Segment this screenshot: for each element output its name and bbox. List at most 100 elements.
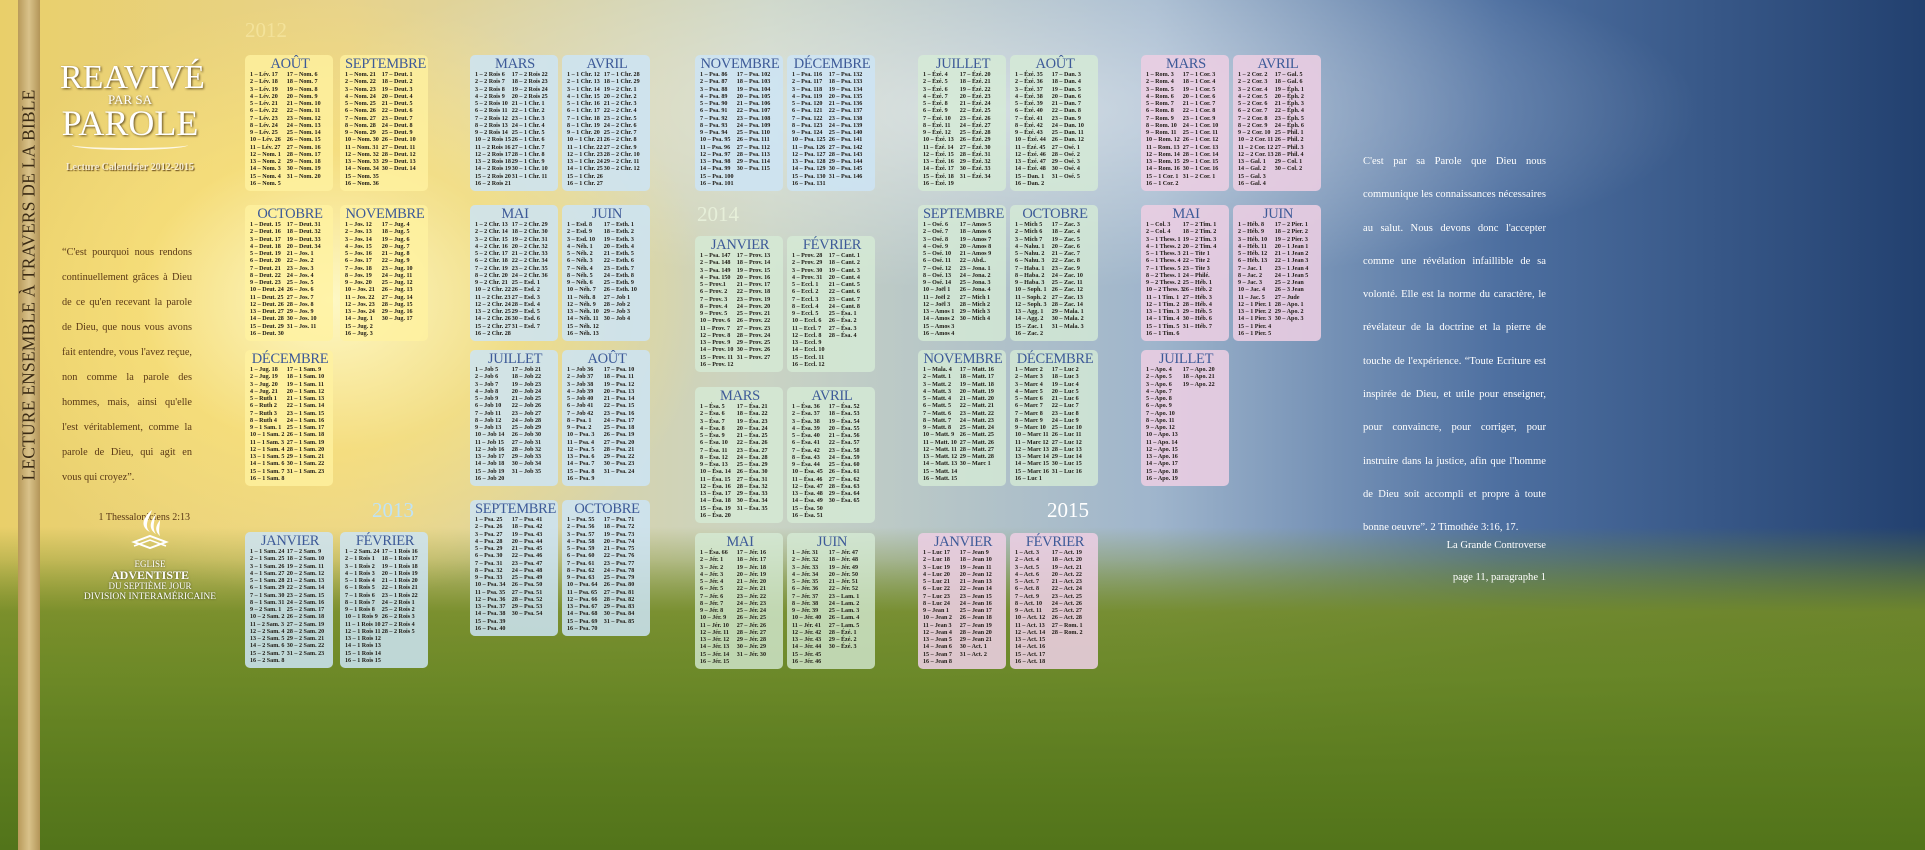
daily-reading: 21 – 1 Sam. 13 [286, 396, 325, 402]
church-line-1: EGLISE [134, 559, 166, 569]
daily-reading: 12 – 1 Pier. 1 [1238, 301, 1272, 308]
daily-reading: 15 – 2 Chr. 27 [475, 323, 511, 330]
daily-reading: 12 – Psa. 97 [700, 151, 731, 158]
daily-reading: 18 – Jean 10 [959, 557, 992, 564]
daily-reading: 30 – Ézé. 33 [959, 166, 991, 173]
daily-reading: 4 – 2 Rois 9 [475, 93, 505, 100]
daily-reading: 17 – Apo. 20 [1182, 367, 1215, 373]
daily-reading: 6 – Luc 22 [923, 586, 950, 593]
daily-reading: 29 – Ézé. 2 [828, 637, 857, 643]
daily-reading: 5 – 1 Sam. 28 [250, 578, 285, 584]
daily-reading: 28 – Matt. 27 [959, 446, 994, 453]
daily-reading: 18 – Prov. 14 [736, 260, 771, 267]
daily-reading: 28 – Psa. 113 [736, 151, 770, 158]
daily-reading: 6 – Ruth 2 [250, 403, 277, 410]
daily-reading: 11 – 2 Sam. 3 [250, 621, 285, 628]
daily-reading: 30 – Marc 1 [959, 461, 991, 468]
daily-reading: 8 – Ésa. 12 [700, 454, 728, 461]
daily-reading: 25 – Jos. 5 [286, 280, 314, 286]
daily-reading: 18 – 1 Cor. 4 [1182, 79, 1216, 86]
daily-reading: 7 – Psa. 31 [475, 560, 503, 567]
daily-reading: 13 – Ésa. 17 [700, 491, 731, 497]
daily-reading: 31 – Héb. 7 [1182, 323, 1212, 330]
daily-reading: 7 – Lév. 23 [250, 115, 278, 122]
daily-reading: 28 – 2 Chr. 10 [603, 151, 640, 158]
daily-reading: 5 – Marc 6 [1015, 396, 1043, 402]
daily-reading: 6 – Eccl. 2 [792, 289, 819, 296]
daily-reading: 11 – Apo. 14 [1146, 439, 1178, 446]
daily-reading: 9 – Jean 1 [923, 608, 949, 614]
daily-reading: 13 – Agg. 1 [1015, 309, 1044, 315]
daily-reading: 6 – Psa. 121 [792, 108, 823, 115]
daily-reading: 17 – Cant. 1 [828, 253, 860, 259]
daily-reading: 7 – Deut. 21 [250, 265, 281, 272]
daily-reading: 25 – Deut. 9 [381, 130, 413, 136]
daily-reading: 9 – Apo. 12 [1146, 425, 1175, 431]
daily-reading: 26 – Ésa. 2 [828, 318, 857, 325]
daily-reading: 3 – Rom. 5 [1146, 86, 1174, 93]
daily-reading: 23 – Ésa. 27 [736, 447, 768, 454]
daily-reading: 25 – 2 Rois 2 [381, 607, 415, 613]
daily-reading: 18 – 1 Sam. 10 [286, 374, 325, 381]
daily-reading: 2 – Mich 6 [1015, 229, 1043, 236]
daily-reading: 10 – Ézé. 13 [923, 137, 954, 144]
daily-reading: 3 – Esd. 10 [567, 236, 596, 243]
daily-reading: 13 – Ézé. 16 [923, 159, 954, 165]
daily-reading: 8 – Haba. 2 [1015, 272, 1045, 279]
daily-reading: 26 – Jér. 25 [736, 615, 767, 622]
daily-reading: 15 – 2 Sam. 7 [250, 650, 285, 657]
daily-reading: 21 – Act. 23 [1051, 579, 1082, 585]
daily-reading: 30 – Psa. 84 [603, 611, 635, 618]
daily-reading: 16 – 1 Cor. 2 [1146, 180, 1179, 187]
daily-reading: 29 – Jos. 9 [286, 309, 314, 315]
daily-reading: 21 – Prov. 17 [736, 282, 771, 288]
daily-reading: 4 – Psa. 119 [792, 93, 823, 100]
daily-reading: 2 – Act. 4 [1015, 557, 1040, 564]
daily-reading: 15 – Jug. 2 [345, 323, 373, 330]
daily-reading: 10 – Nom. 30 [345, 137, 379, 144]
daily-reading: 19 – Act. 21 [1051, 564, 1082, 571]
daily-reading: 1 – 1 Sam. 24 [250, 549, 285, 555]
daily-reading: 28 – Luc 13 [1051, 446, 1082, 453]
daily-reading: 28 – Ésa. 4 [828, 332, 857, 339]
daily-reading: 11 – Jér. 10 [700, 622, 729, 629]
daily-reading: 4 – Psa. 150 [700, 274, 731, 281]
daily-reading: 2 – Psa. 87 [700, 79, 728, 86]
reading-list: 1 – Jos. 12 2 – Jos. 13 3 – Jos. 14 4 – Jos… [345, 222, 425, 338]
daily-reading: 30 – Psa. 23 [603, 461, 635, 468]
daily-reading: 6 – 1 Thess. 4 [1146, 258, 1181, 265]
daily-reading: 30 – Apo. 3 [1274, 316, 1304, 323]
daily-reading: 2 – 1 Rois 1 [345, 556, 375, 563]
daily-reading: 18 – Ésa. 53 [828, 411, 860, 418]
daily-reading: 4 – Jér. 3 [700, 571, 724, 578]
daily-reading: 10 – Jos. 21 [345, 287, 375, 294]
daily-reading: 1 – 2 Cor. 2 [1238, 72, 1268, 78]
daily-reading: 18 – Esth. 2 [603, 229, 634, 236]
month-title: MAI [726, 534, 754, 550]
daily-reading: 20 – Luc 5 [1051, 388, 1079, 395]
daily-reading: 15 – Néh. 12 [567, 323, 599, 330]
daily-reading: 28 – Zac. 14 [1051, 301, 1083, 308]
daily-reading: 26 – Psa. 111 [736, 137, 770, 144]
daily-reading: 9 – Osé. 14 [923, 280, 952, 286]
daily-reading: 10 – Psa. 3 [567, 432, 595, 439]
month-title: DÉCEMBRE [793, 56, 871, 72]
daily-reading: 27 – Psa. 142 [828, 144, 863, 151]
daily-reading: 5 – Néh. 2 [567, 251, 593, 257]
daily-reading: 3 – Lév. 19 [250, 86, 278, 93]
daily-reading: 19 – Dan. 5 [1051, 86, 1081, 93]
daily-reading: 7 – Rom. 9 [1146, 115, 1174, 122]
daily-reading: 4 – Osé. 9 [923, 243, 949, 250]
daily-reading: 17 – 1 Rois 16 [381, 549, 418, 555]
daily-reading: 1 – Héb. 8 [1238, 222, 1265, 228]
daily-reading: 19 – 2 Pier. 3 [1274, 236, 1308, 243]
daily-reading: 10 – Psa. 95 [700, 137, 731, 144]
daily-reading: 28 – Prov. 24 [736, 332, 771, 339]
daily-reading: 25 – Jér. 24 [736, 608, 767, 614]
daily-reading: 3 – Matt. 2 [923, 381, 952, 388]
daily-reading: 27 – Prov. 23 [736, 325, 771, 332]
daily-reading: 10 – 1 Rois 9 [345, 614, 378, 621]
